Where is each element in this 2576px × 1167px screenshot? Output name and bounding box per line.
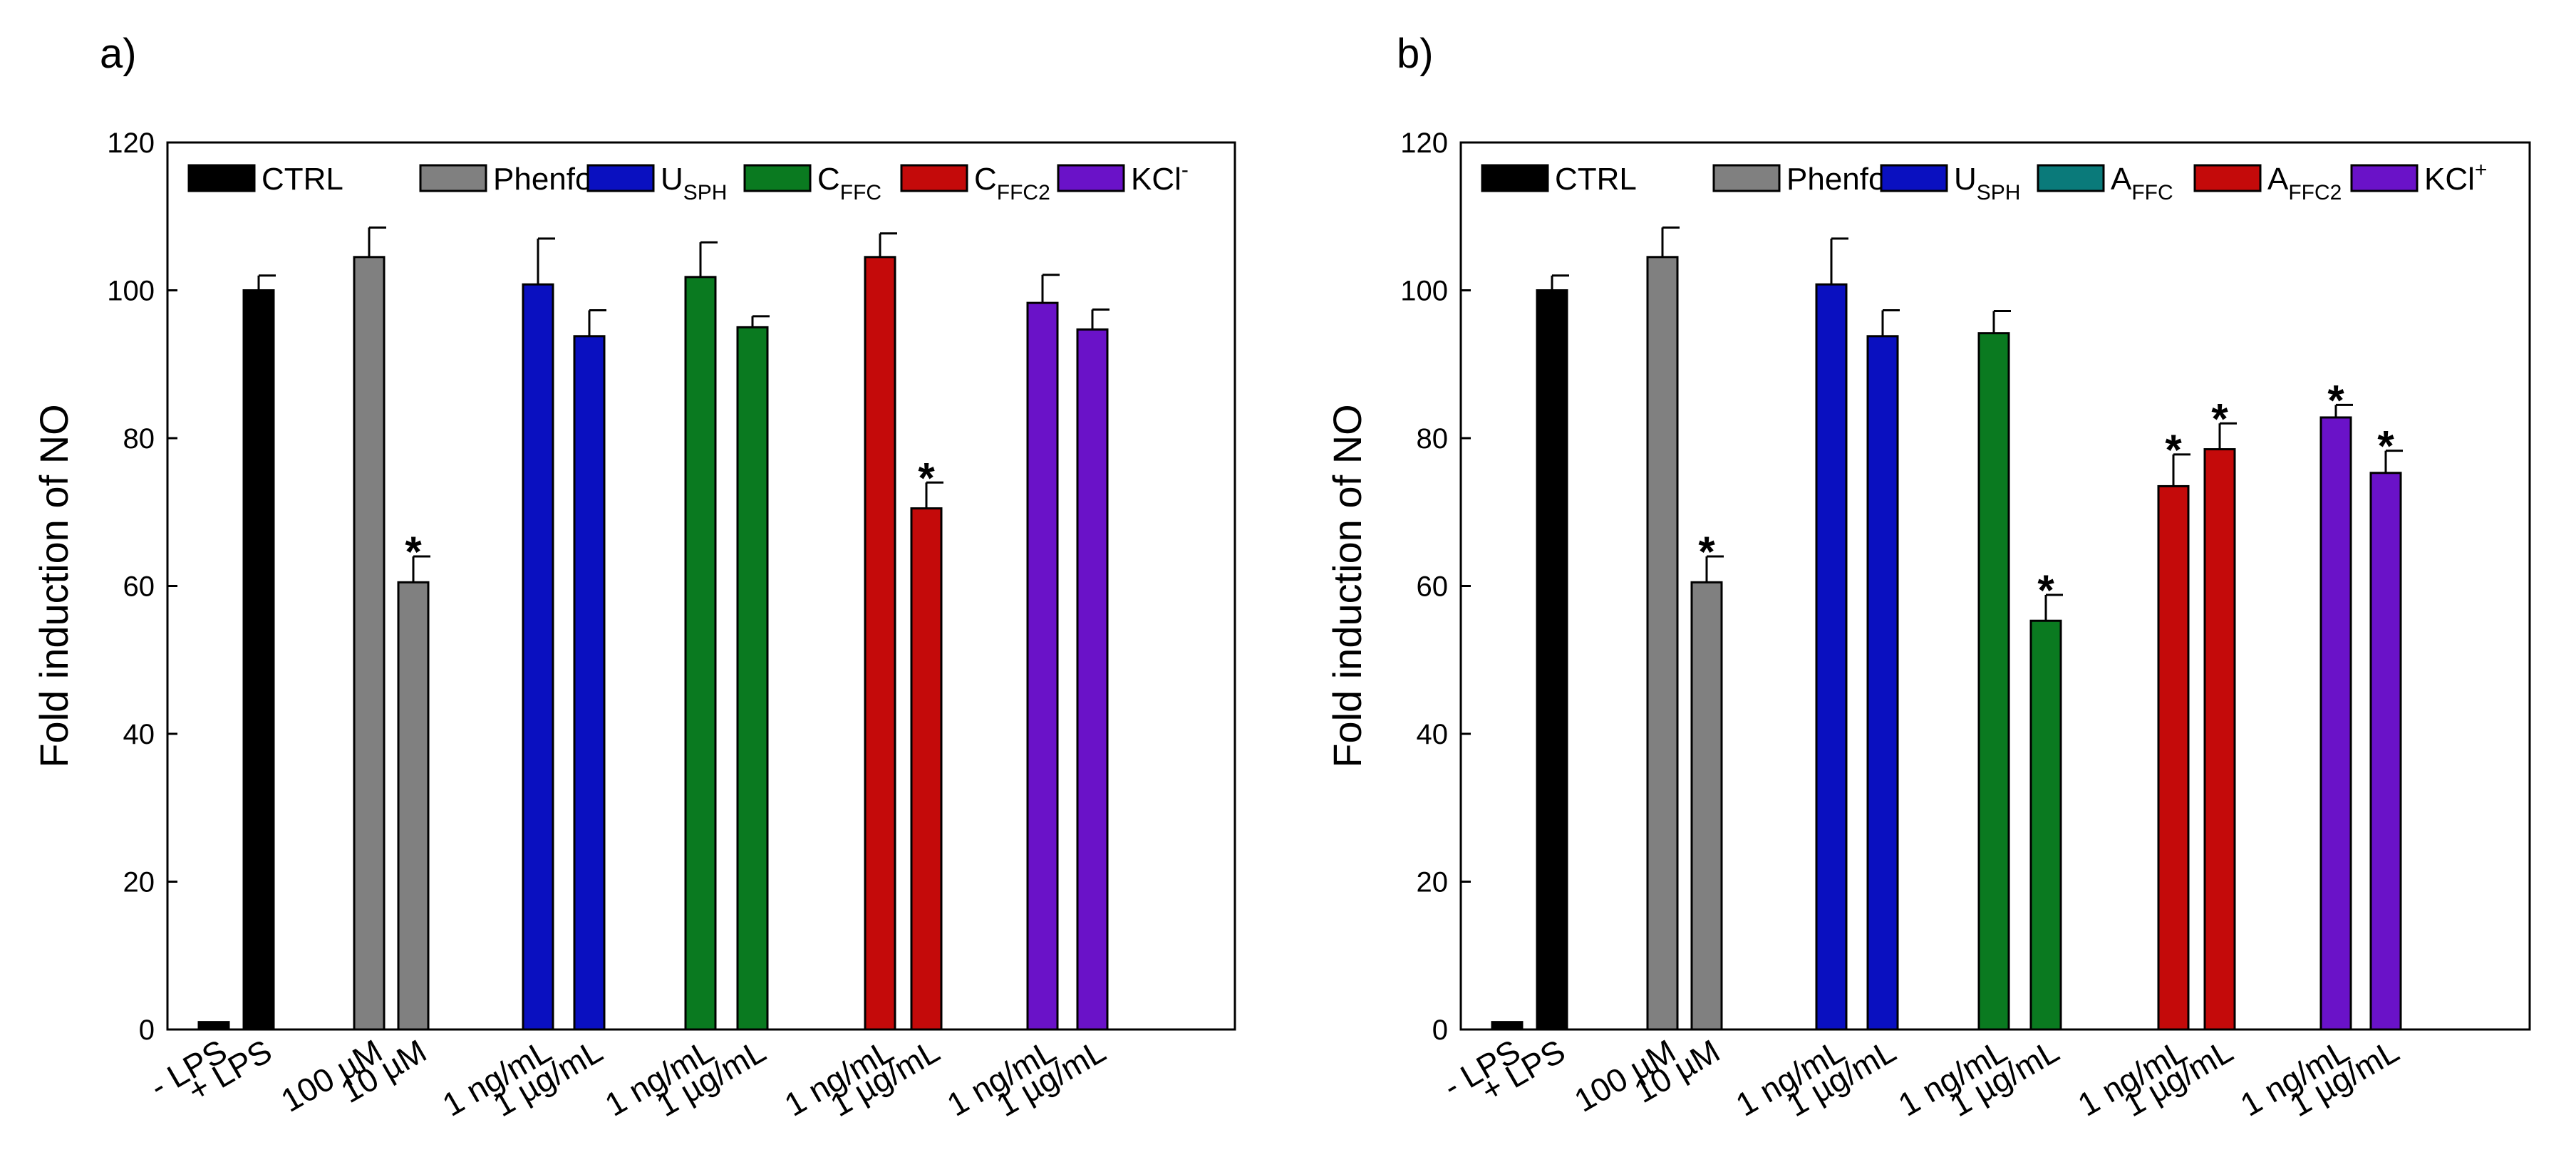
legend-label: AFFC2 [2267, 162, 2342, 204]
y-tick-label: 60 [123, 571, 155, 603]
legend-swatch [419, 164, 487, 192]
bar [353, 256, 386, 1031]
legend-label: KCl+ [2424, 158, 2487, 197]
legend-label: CFFC [817, 162, 881, 204]
legend-label: KCl- [1131, 158, 1189, 197]
bar [736, 326, 769, 1031]
legend-swatch [586, 164, 655, 192]
bar [397, 581, 430, 1031]
bar [1977, 332, 2010, 1031]
y-tick-label: 80 [1417, 423, 1449, 455]
bar [910, 507, 943, 1031]
y-tick-label: 120 [107, 128, 155, 159]
legend-swatch [743, 164, 812, 192]
y-tick-label: 100 [107, 276, 155, 307]
legend-swatch [1481, 164, 1549, 192]
panel-label: a) [100, 31, 137, 77]
legend-swatch [187, 164, 256, 192]
y-tick-label: 0 [1432, 1015, 1448, 1046]
legend-label: CTRL [1555, 162, 1637, 197]
legend-swatch [2037, 164, 2105, 192]
significance-star: * [2165, 426, 2182, 474]
legend-swatch [1880, 164, 1948, 192]
significance-star: * [2037, 566, 2054, 614]
significance-star: * [918, 454, 935, 502]
significance-star: * [405, 528, 422, 576]
legend-swatch [1057, 164, 1125, 192]
bar [1815, 283, 1848, 1031]
y-tick-label: 80 [123, 423, 155, 455]
legend-swatch [2193, 164, 2262, 192]
legend-swatch [900, 164, 968, 192]
bar [1866, 335, 1899, 1031]
bar [2203, 448, 2236, 1031]
legend-label: CTRL [262, 162, 343, 197]
plot-frame [1459, 141, 2531, 1031]
significance-star: * [1698, 528, 1715, 576]
bar [1076, 328, 1109, 1031]
legend-label: USPH [1954, 162, 2020, 204]
y-tick-label: 60 [1417, 571, 1449, 603]
y-tick-label: 20 [1417, 867, 1449, 898]
bar [573, 335, 606, 1031]
y-tick-label: 120 [1400, 128, 1448, 159]
y-tick-label: 100 [1400, 276, 1448, 307]
y-tick-label: 20 [123, 867, 155, 898]
legend-swatch [1712, 164, 1781, 192]
bar [864, 256, 896, 1031]
significance-star: * [2327, 376, 2344, 424]
legend-swatch [2350, 164, 2419, 192]
legend-label: USPH [661, 162, 727, 204]
bar [2029, 619, 2062, 1031]
bar [1690, 581, 1723, 1031]
y-axis-title: Fold induction of NO [1325, 404, 1370, 767]
significance-star: * [2211, 395, 2228, 442]
bar [1026, 301, 1059, 1031]
bar [2157, 484, 2190, 1031]
legend-label: AFFC [2111, 162, 2173, 204]
y-tick-label: 40 [123, 719, 155, 750]
bar [522, 283, 554, 1031]
bar [1491, 1021, 1524, 1031]
significance-star: * [2377, 422, 2394, 470]
y-tick-label: 40 [1417, 719, 1449, 750]
y-axis-title: Fold induction of NO [31, 404, 76, 767]
y-tick-label: 0 [139, 1015, 155, 1046]
plot-frame [166, 141, 1236, 1031]
panel-label: b) [1397, 31, 1434, 77]
bar [1536, 289, 1568, 1031]
bar [2319, 416, 2352, 1031]
bar [242, 289, 275, 1031]
bar [1646, 256, 1679, 1031]
legend-label: CFFC2 [974, 162, 1050, 204]
bar [684, 276, 717, 1031]
bar [2369, 472, 2402, 1031]
bar [197, 1021, 230, 1031]
